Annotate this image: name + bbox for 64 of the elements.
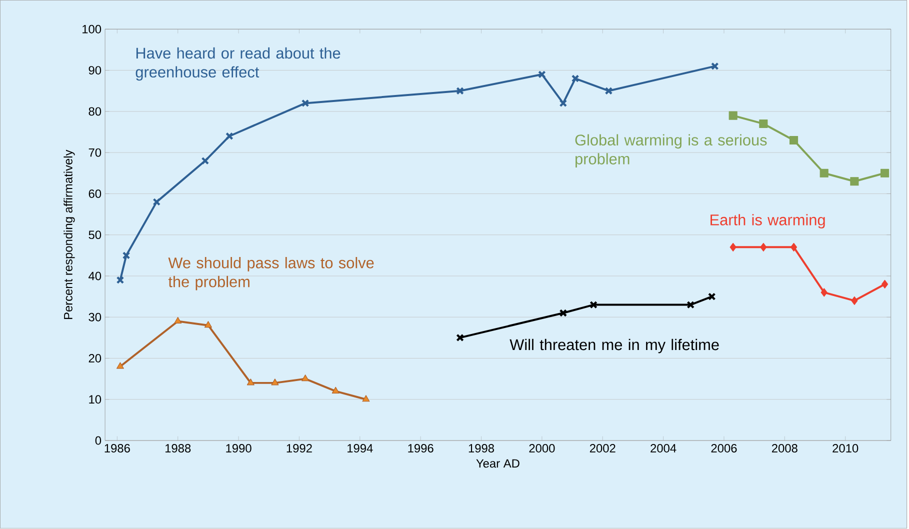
x-tick-label: 2010 — [832, 444, 858, 453]
y-tick-label: 0 — [95, 436, 102, 445]
x-tick-label: 1998 — [468, 444, 494, 453]
y-tick-label: 60 — [88, 190, 102, 198]
x-tick-label: 1988 — [165, 444, 191, 453]
series-label: Have heard or read about the greenhouse effect — [136, 48, 340, 81]
y-tick-label: 30 — [88, 313, 102, 322]
x-tick-label: 2000 — [529, 444, 555, 453]
point — [538, 70, 546, 79]
point — [122, 252, 130, 260]
point — [730, 243, 736, 252]
point — [820, 169, 828, 178]
y-axis-title: Percent responding affirmatively — [64, 150, 75, 320]
point — [204, 321, 212, 328]
point — [851, 296, 858, 306]
point — [790, 243, 798, 252]
series-label: Earth is warming — [710, 214, 825, 229]
y-tick-label: 80 — [88, 107, 102, 116]
x-tick-label: 1992 — [286, 444, 312, 453]
point — [332, 387, 340, 394]
point — [789, 136, 798, 145]
x-tick-label: 1990 — [226, 444, 252, 453]
point — [571, 74, 580, 83]
point — [728, 111, 738, 120]
point — [559, 99, 568, 108]
series-label: Global warming is a serious problem — [575, 134, 767, 168]
x-tick-label: 1986 — [104, 444, 130, 453]
y-tick-label: 40 — [88, 272, 102, 280]
point — [152, 198, 161, 206]
point — [226, 132, 234, 140]
y-tick-label: 90 — [88, 66, 102, 75]
point — [201, 157, 210, 165]
point — [760, 243, 767, 252]
point — [302, 374, 310, 382]
x-tick-label: 2002 — [590, 444, 616, 453]
point — [604, 87, 613, 95]
point — [362, 395, 370, 402]
y-tick-label: 20 — [88, 354, 102, 363]
point — [271, 378, 279, 386]
point — [559, 309, 568, 318]
point — [116, 362, 124, 369]
x-tick-label: 2006 — [711, 444, 737, 453]
point — [301, 99, 310, 108]
y-tick-label: 10 — [89, 395, 102, 404]
x-tick-label: 1996 — [408, 444, 434, 453]
point — [456, 87, 464, 95]
x-tick-label: 1994 — [348, 444, 373, 453]
point — [174, 317, 182, 324]
x-tick-label: 2008 — [772, 444, 798, 453]
point — [882, 280, 888, 289]
y-tick-label: 50 — [88, 230, 102, 240]
point — [759, 120, 768, 128]
point — [820, 288, 828, 297]
series-label: We should pass laws to solve the problem — [168, 257, 374, 290]
series-label: Will threaten me in my lifetime — [510, 339, 719, 354]
point — [850, 177, 859, 186]
point — [880, 169, 890, 178]
point — [246, 378, 254, 386]
x-axis-title: Year AD — [476, 460, 520, 468]
x-tick-label: 2004 — [650, 444, 676, 453]
y-tick-label: 100 — [82, 25, 102, 34]
point — [590, 301, 598, 309]
y-tick-label: 70 — [88, 148, 102, 157]
point — [686, 301, 695, 309]
